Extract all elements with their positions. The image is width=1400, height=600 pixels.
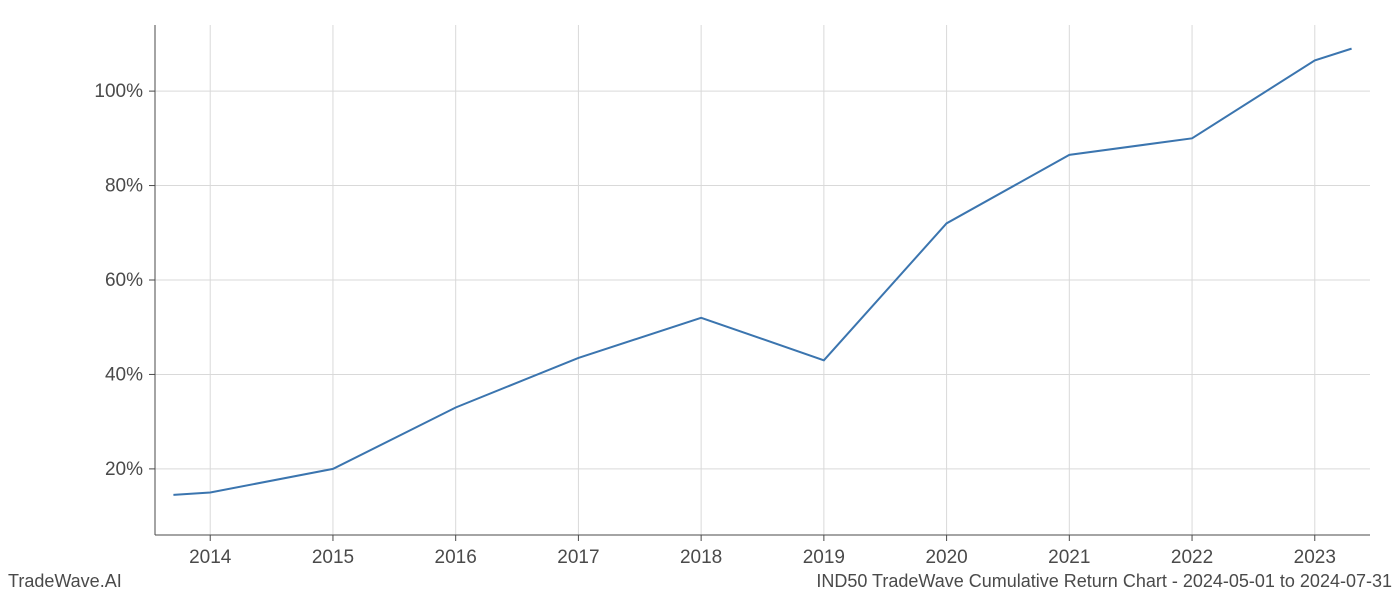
return-line (173, 49, 1351, 495)
y-tick-label: 100% (94, 81, 143, 102)
y-tick-label: 20% (105, 459, 143, 480)
x-tick-label: 2023 (1294, 547, 1336, 568)
y-tick-label: 60% (105, 270, 143, 291)
x-tick-label: 2019 (803, 547, 845, 568)
footer-brand: TradeWave.AI (8, 571, 122, 592)
line-chart: 2014 2015 2016 2017 2018 2019 2020 2021 2022 2023… (0, 0, 1400, 600)
x-tick-label: 2015 (312, 547, 354, 568)
x-tick-label: 2017 (557, 547, 599, 568)
x-tick-label: 2014 (189, 547, 232, 568)
x-tick-label: 2022 (1171, 547, 1213, 568)
y-tick-label: 40% (105, 364, 143, 385)
footer-caption: IND50 TradeWave Cumulative Return Chart … (816, 571, 1392, 592)
x-tick-label: 2021 (1048, 547, 1090, 568)
x-tick-label: 2020 (925, 547, 967, 568)
x-tick-label: 2018 (680, 547, 722, 568)
chart-container: 2014 2015 2016 2017 2018 2019 2020 2021 2022 2023… (0, 0, 1400, 600)
x-tick-label: 2016 (435, 547, 477, 568)
y-tick-label: 80% (105, 176, 143, 197)
